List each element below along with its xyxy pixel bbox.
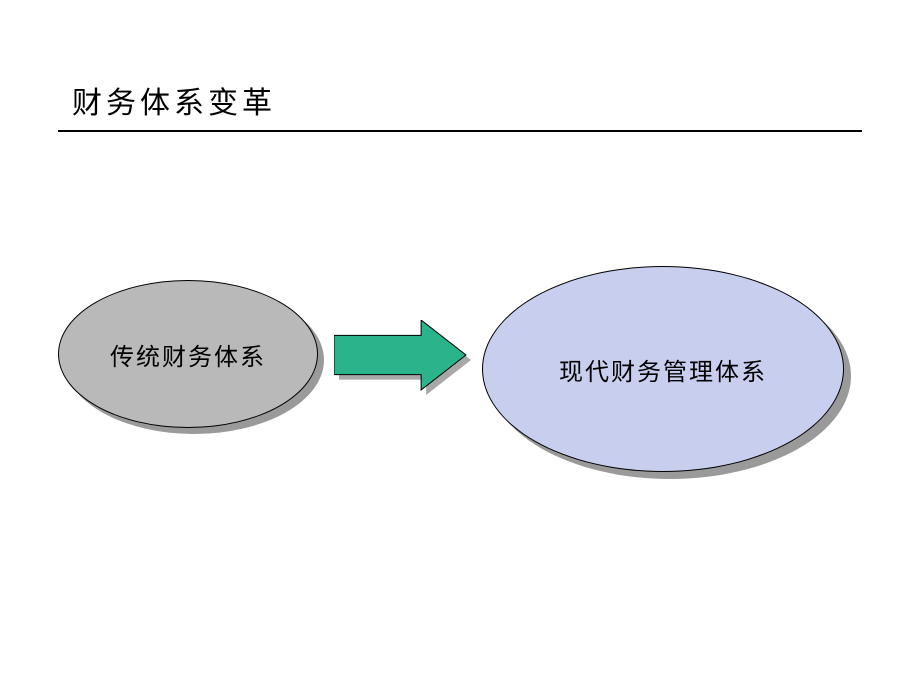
right-ellipse: 现代财务管理体系 [482,266,844,472]
right-ellipse-group: 现代财务管理体系 [482,266,851,479]
arrow-icon [334,320,471,395]
left-ellipse-label: 传统财务体系 [110,337,266,372]
title-underline [58,130,862,132]
slide-title: 财务体系变革 [72,78,276,122]
right-ellipse-label: 现代财务管理体系 [559,352,767,387]
left-ellipse-group: 传统财务体系 [58,280,324,434]
transition-arrow [334,320,471,395]
left-ellipse: 传统财务体系 [58,280,318,428]
